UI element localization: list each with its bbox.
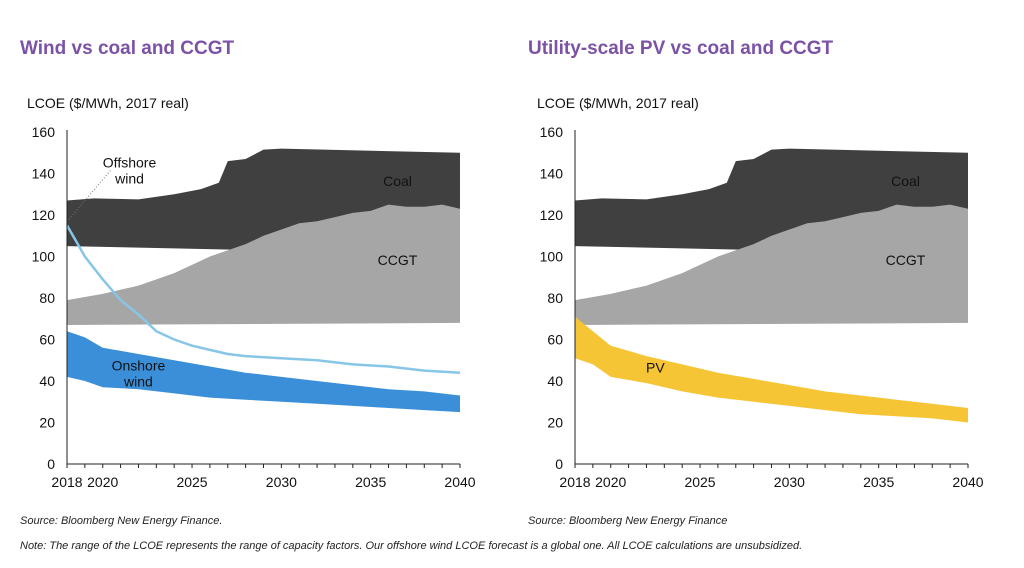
pv-y-tick-120: 120 (540, 207, 564, 223)
pv-label-pv: PV (646, 360, 665, 376)
chart-title-pv: Utility-scale PV vs coal and CCGT (528, 38, 834, 59)
wind-x-tick-2030: 2030 (266, 474, 297, 490)
wind-x-tick-2020: 2020 (87, 474, 118, 490)
y-axis-label-wind: LCOE ($/MWh, 2017 real) (27, 95, 189, 111)
wind-x-tick-2025: 2025 (176, 474, 207, 490)
wind-y-tick-140: 140 (32, 166, 56, 182)
wind-label-onshore-wind: Onshore wind (112, 358, 166, 390)
wind-x-tick-2018: 2018 (51, 474, 82, 490)
wind-label-offshore-wind: Offshore wind (103, 154, 157, 186)
pv-y-tick-20: 20 (547, 415, 563, 431)
wind-x-tick-2040: 2040 (444, 474, 475, 490)
y-axis-label-pv: LCOE ($/MWh, 2017 real) (537, 95, 699, 111)
pv-y-tick-140: 140 (540, 166, 564, 182)
pv-x-tick-2035: 2035 (863, 474, 894, 490)
wind-y-tick-100: 100 (32, 249, 56, 265)
pv-band-ccgt (575, 204, 968, 325)
wind-y-tick-60: 60 (39, 332, 55, 348)
pv-band-pv (575, 316, 968, 423)
pv-label-coal: Coal (891, 173, 920, 189)
footnote: Note: The range of the LCOE represents t… (20, 540, 803, 552)
wind-label-ccgt: CCGT (378, 252, 418, 268)
pv-y-tick-60: 60 (547, 332, 563, 348)
wind-y-tick-160: 160 (32, 124, 56, 140)
source-note-wind: Source: Bloomberg New Energy Finance. (20, 515, 223, 527)
pv-y-tick-100: 100 (540, 249, 564, 265)
wind-line-offshore-wind (65, 224, 461, 374)
wind-y-tick-0: 0 (47, 456, 55, 472)
wind-band-ccgt (67, 204, 460, 325)
pv-label-ccgt: CCGT (886, 252, 926, 268)
wind-band-onshore-wind (67, 331, 460, 413)
wind-x-tick-2035: 2035 (355, 474, 386, 490)
wind-y-tick-120: 120 (32, 207, 56, 223)
chart-title-wind: Wind vs coal and CCGT (20, 38, 235, 59)
wind-y-tick-80: 80 (39, 290, 55, 306)
pv-y-tick-0: 0 (555, 456, 563, 472)
pv-x-tick-2040: 2040 (952, 474, 983, 490)
wind-leader-offshore-wind (68, 168, 112, 220)
wind-y-tick-20: 20 (39, 415, 55, 431)
wind-label-coal: Coal (383, 173, 412, 189)
pv-x-tick-2030: 2030 (774, 474, 805, 490)
source-note-pv: Source: Bloomberg New Energy Finance (528, 515, 728, 527)
pv-x-tick-2020: 2020 (595, 474, 626, 490)
pv-y-tick-80: 80 (547, 290, 563, 306)
pv-y-tick-160: 160 (540, 124, 564, 140)
pv-y-tick-40: 40 (547, 373, 563, 389)
pv-x-tick-2018: 2018 (559, 474, 590, 490)
wind-y-tick-40: 40 (39, 373, 55, 389)
pv-x-tick-2025: 2025 (684, 474, 715, 490)
